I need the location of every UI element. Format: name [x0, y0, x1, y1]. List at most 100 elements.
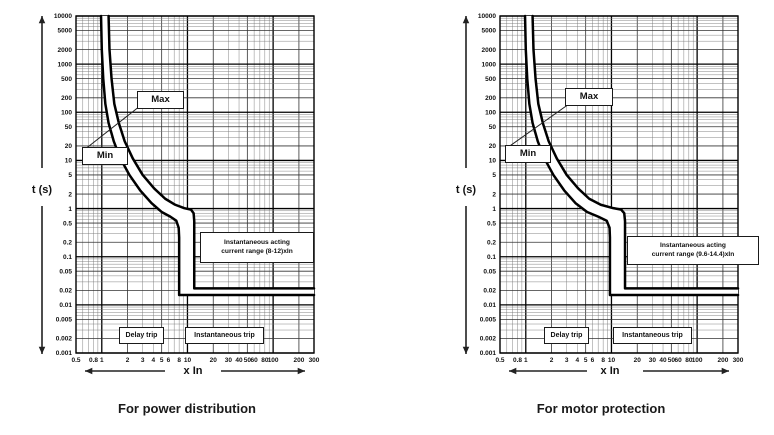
- svg-text:5000: 5000: [482, 28, 497, 35]
- svg-text:0.01: 0.01: [59, 302, 72, 309]
- svg-text:10: 10: [184, 357, 192, 364]
- max-curve-label: Max: [565, 88, 613, 106]
- svg-text:80: 80: [261, 357, 269, 364]
- svg-text:100: 100: [61, 109, 72, 116]
- svg-text:10: 10: [608, 357, 616, 364]
- tick-labels: 100005000200010005002001005020105210.50.…: [54, 13, 320, 364]
- svg-text:2000: 2000: [58, 47, 73, 54]
- svg-text:500: 500: [61, 76, 72, 83]
- chart-caption-power-distribution: For power distribution: [118, 401, 256, 416]
- svg-text:20: 20: [210, 357, 218, 364]
- svg-text:3: 3: [565, 357, 569, 364]
- svg-text:2: 2: [126, 357, 130, 364]
- svg-text:20: 20: [489, 143, 497, 150]
- svg-text:80: 80: [685, 357, 693, 364]
- svg-text:1000: 1000: [482, 61, 497, 68]
- svg-text:0.2: 0.2: [487, 239, 496, 246]
- svg-text:100: 100: [485, 109, 496, 116]
- svg-text:200: 200: [717, 357, 728, 364]
- svg-text:200: 200: [61, 95, 72, 102]
- svg-text:0.1: 0.1: [487, 254, 496, 261]
- svg-text:2: 2: [492, 191, 496, 198]
- x-axis-title: x In: [171, 363, 215, 379]
- svg-text:3: 3: [141, 357, 145, 364]
- svg-text:0.002: 0.002: [480, 336, 497, 343]
- svg-text:5: 5: [160, 357, 164, 364]
- svg-text:6: 6: [167, 357, 171, 364]
- svg-text:5: 5: [584, 357, 588, 364]
- svg-text:1000: 1000: [58, 61, 73, 68]
- svg-text:0.01: 0.01: [483, 302, 496, 309]
- max-curve-label: Max: [137, 91, 184, 109]
- svg-text:300: 300: [733, 357, 744, 364]
- instantaneous-range-note: Instantaneous acting current range (9.6-…: [627, 236, 759, 265]
- svg-text:40: 40: [659, 357, 667, 364]
- svg-text:0.5: 0.5: [71, 357, 80, 364]
- svg-text:30: 30: [225, 357, 233, 364]
- svg-text:40: 40: [235, 357, 243, 364]
- chart-panel-1: 100005000200010005002001005020105210.50.…: [462, 13, 744, 375]
- svg-text:4: 4: [152, 357, 156, 364]
- svg-text:0.8: 0.8: [89, 357, 98, 364]
- chart-caption-motor-protection: For motor protection: [536, 401, 666, 416]
- svg-text:2: 2: [550, 357, 554, 364]
- svg-text:5000: 5000: [58, 28, 73, 35]
- instantaneous-trip-zone-label: Instantaneous trip: [613, 327, 692, 344]
- svg-text:0.005: 0.005: [56, 317, 73, 324]
- y-axis-title: t (s): [448, 182, 484, 198]
- tick-labels: 100005000200010005002001005020105210.50.…: [478, 13, 744, 364]
- svg-text:0.5: 0.5: [63, 220, 72, 227]
- svg-text:50: 50: [244, 357, 252, 364]
- svg-text:5: 5: [68, 172, 72, 179]
- svg-text:10: 10: [65, 158, 73, 165]
- svg-text:0.8: 0.8: [513, 357, 522, 364]
- svg-text:8: 8: [601, 357, 605, 364]
- svg-text:50: 50: [489, 124, 497, 131]
- chart-panel-0: 100005000200010005002001005020105210.50.…: [38, 13, 320, 375]
- svg-text:2000: 2000: [482, 47, 497, 54]
- svg-text:0.05: 0.05: [59, 268, 72, 275]
- delay-trip-zone-label: Delay trip: [544, 327, 589, 344]
- svg-text:6: 6: [591, 357, 595, 364]
- delay-trip-zone-label: Delay trip: [119, 327, 164, 344]
- svg-text:10000: 10000: [478, 13, 496, 20]
- svg-text:50: 50: [668, 357, 676, 364]
- svg-text:50: 50: [65, 124, 73, 131]
- svg-text:0.5: 0.5: [495, 357, 504, 364]
- svg-text:300: 300: [309, 357, 320, 364]
- svg-text:10: 10: [489, 158, 497, 165]
- svg-text:500: 500: [485, 76, 496, 83]
- y-axis-title: t (s): [24, 182, 60, 198]
- svg-text:0.02: 0.02: [59, 288, 72, 295]
- svg-text:0.02: 0.02: [483, 288, 496, 295]
- trip-band: [99, 14, 316, 297]
- instantaneous-range-note-line2: current range (8-12)xIn: [221, 247, 293, 255]
- svg-text:20: 20: [65, 143, 73, 150]
- svg-text:200: 200: [293, 357, 304, 364]
- instantaneous-range-note-line1: Instantaneous acting: [224, 238, 290, 246]
- svg-text:8: 8: [177, 357, 181, 364]
- svg-text:30: 30: [649, 357, 657, 364]
- svg-text:200: 200: [485, 95, 496, 102]
- x-axis-title: x In: [588, 363, 632, 379]
- svg-text:1: 1: [100, 357, 104, 364]
- svg-text:60: 60: [675, 357, 683, 364]
- svg-text:0.2: 0.2: [63, 239, 72, 246]
- svg-text:1: 1: [68, 206, 72, 213]
- svg-text:4: 4: [576, 357, 580, 364]
- svg-text:100: 100: [692, 357, 703, 364]
- svg-text:0.1: 0.1: [63, 254, 72, 261]
- svg-text:0.005: 0.005: [480, 317, 497, 324]
- trip-band: [523, 14, 740, 297]
- svg-text:0.001: 0.001: [480, 350, 497, 357]
- svg-text:0.05: 0.05: [483, 268, 496, 275]
- svg-text:0.5: 0.5: [487, 220, 496, 227]
- svg-text:1: 1: [492, 206, 496, 213]
- svg-text:20: 20: [634, 357, 642, 364]
- svg-text:100: 100: [268, 357, 279, 364]
- min-curve-label: Min: [82, 147, 128, 165]
- instantaneous-range-note-line1: Instantaneous acting: [660, 241, 726, 249]
- instantaneous-range-note-line2: current range (9.6-14.4)xIn: [651, 250, 735, 258]
